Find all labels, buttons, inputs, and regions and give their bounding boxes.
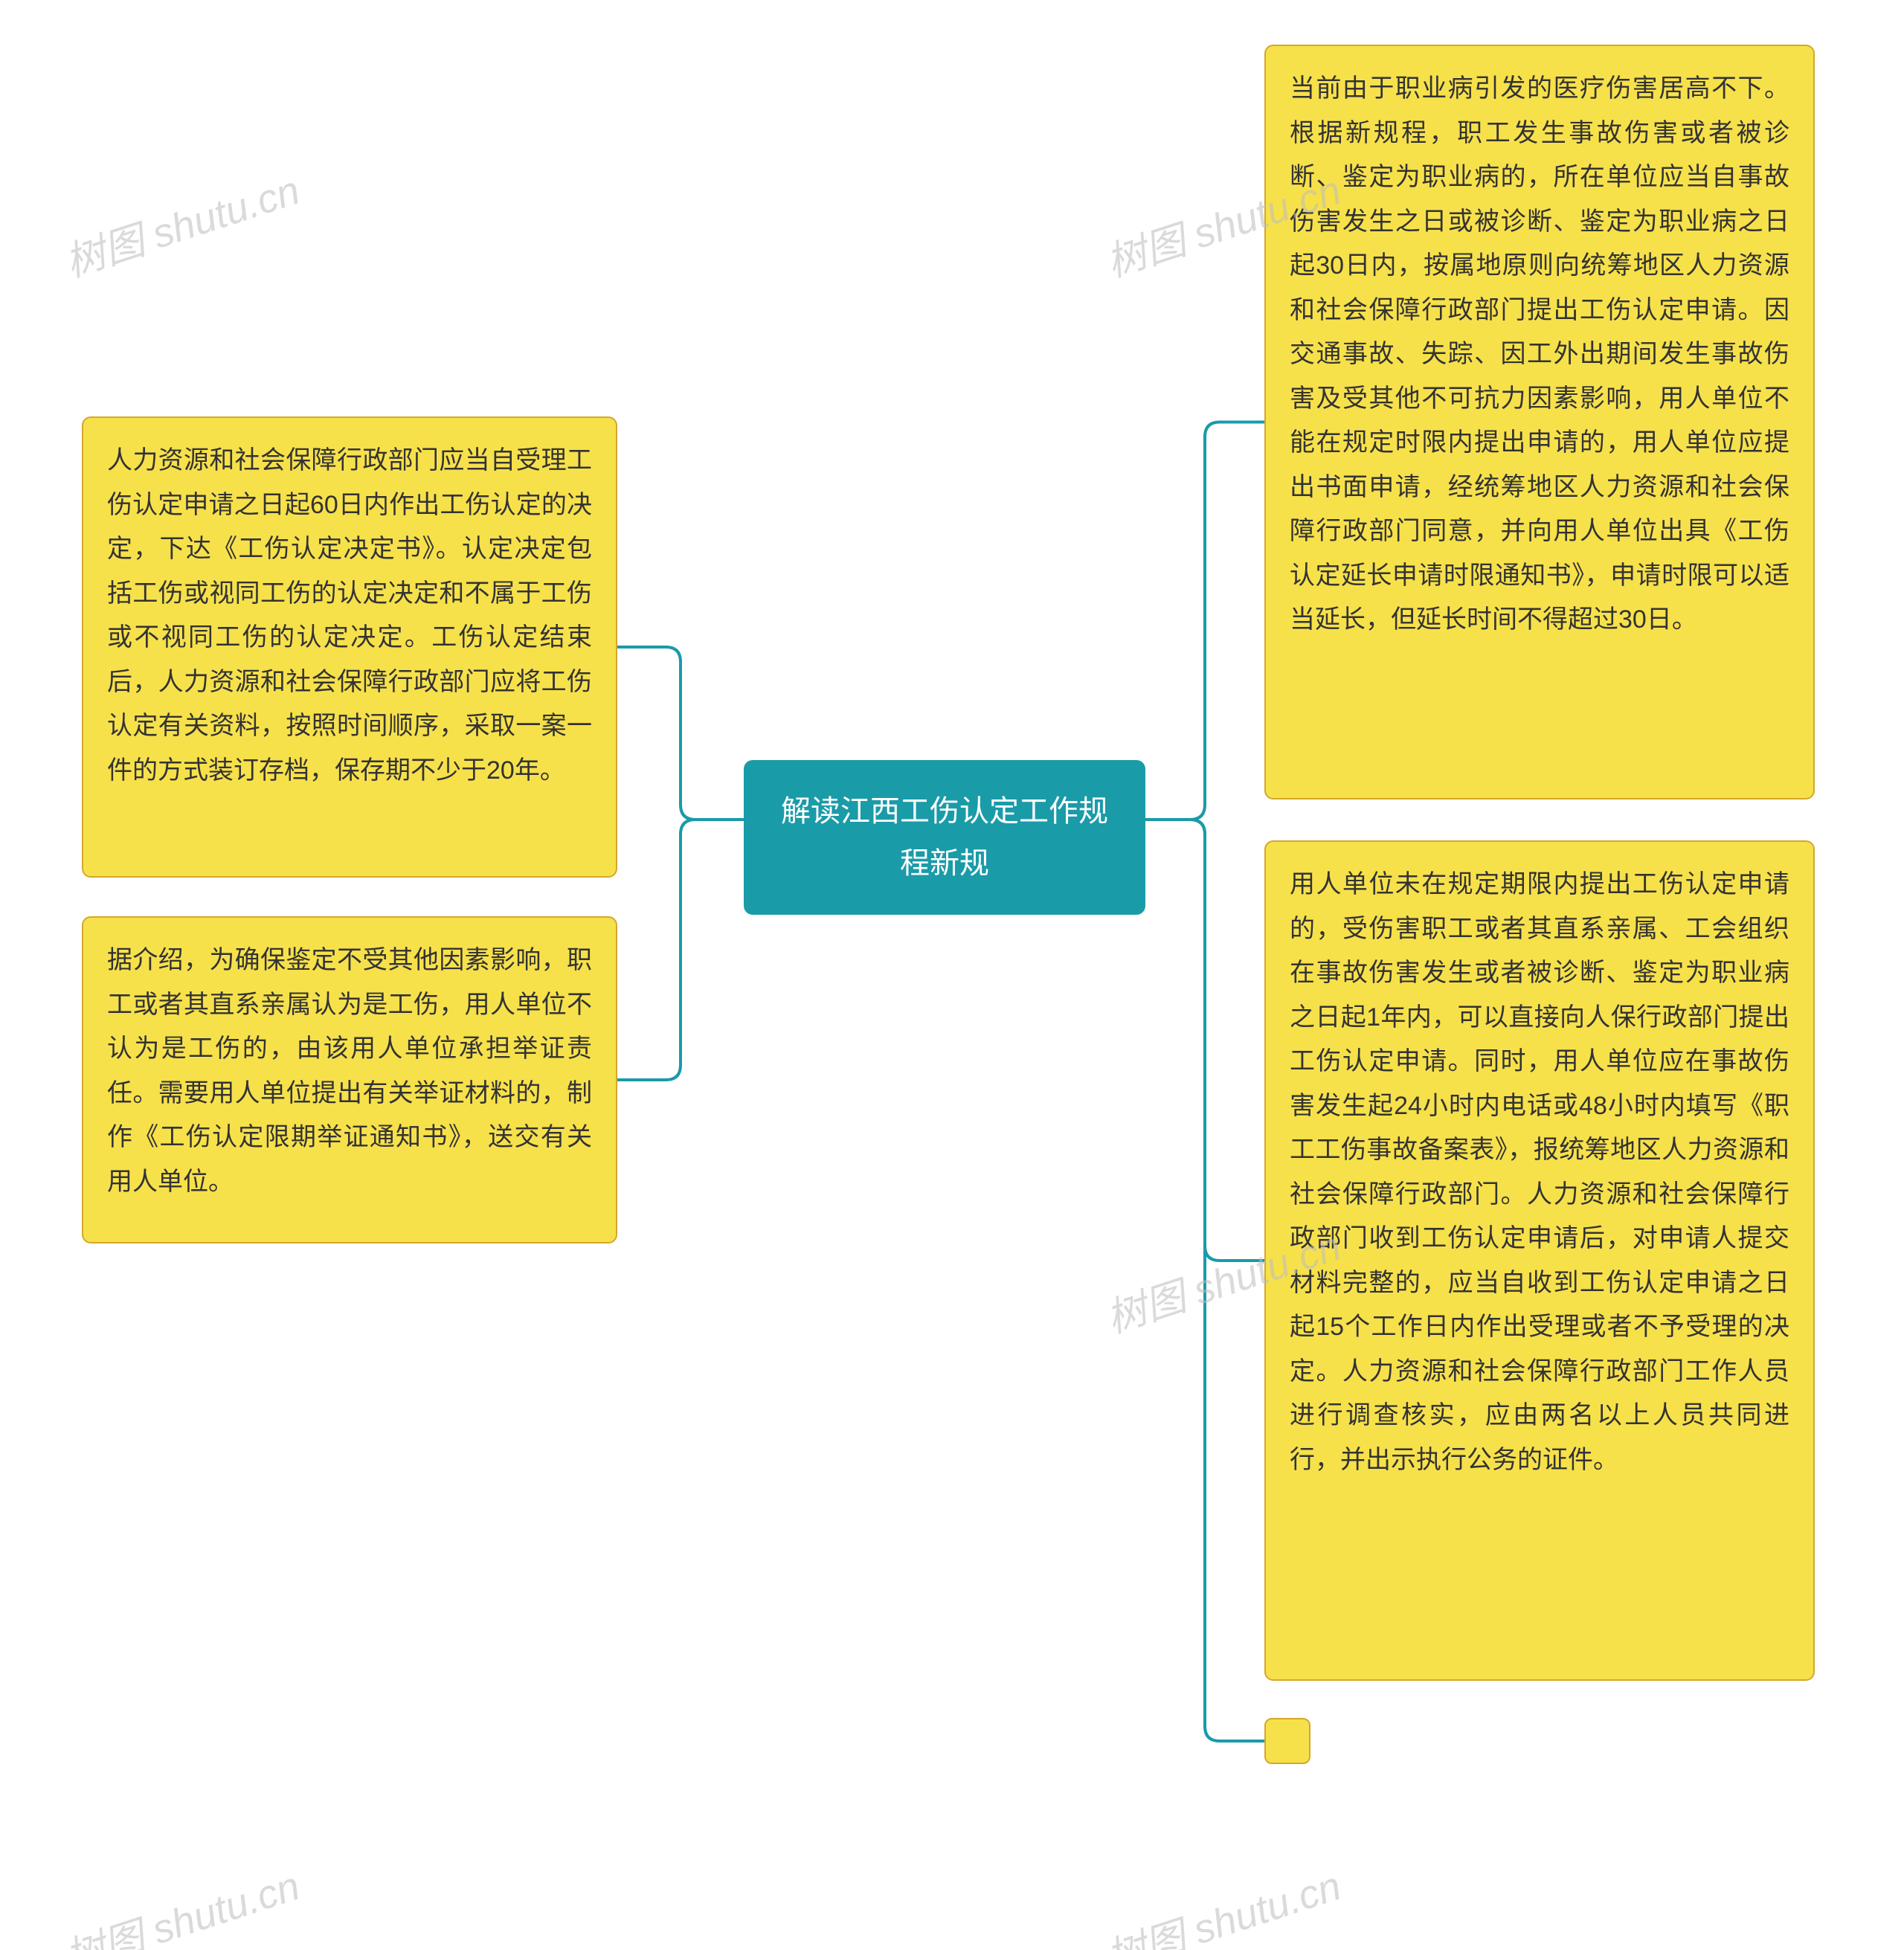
leaf-node-right-2[interactable]: 用人单位未在规定期限内提出工伤认定申请的，受伤害职工或者其直系亲属、工会组织在事… xyxy=(1264,840,1815,1681)
watermark: 树图 shutu.cn xyxy=(1098,1853,1348,1950)
leaf-text: 当前由于职业病引发的医疗伤害居高不下。根据新规程，职工发生事故伤害或者被诊断、鉴… xyxy=(1290,74,1789,634)
leaf-node-right-1[interactable]: 当前由于职业病引发的医疗伤害居高不下。根据新规程，职工发生事故伤害或者被诊断、鉴… xyxy=(1264,45,1815,799)
watermark: 树图 shutu.cn xyxy=(57,1853,306,1950)
leaf-node-right-3-empty[interactable] xyxy=(1264,1718,1310,1764)
watermark: 树图 shutu.cn xyxy=(57,157,306,288)
leaf-text: 人力资源和社会保障行政部门应当自受理工伤认定申请之日起60日内作出工伤认定的决定… xyxy=(107,446,592,785)
center-node[interactable]: 解读江西工伤认定工作规程新规 xyxy=(744,760,1145,915)
leaf-node-left-1[interactable]: 人力资源和社会保障行政部门应当自受理工伤认定申请之日起60日内作出工伤认定的决定… xyxy=(82,416,617,878)
leaf-text: 用人单位未在规定期限内提出工伤认定申请的，受伤害职工或者其直系亲属、工会组织在事… xyxy=(1290,870,1789,1474)
leaf-node-left-2[interactable]: 据介绍，为确保鉴定不受其他因素影响，职工或者其直系亲属认为是工伤，用人单位不认为… xyxy=(82,916,617,1243)
center-node-label: 解读江西工伤认定工作规程新规 xyxy=(781,795,1108,880)
leaf-text: 据介绍，为确保鉴定不受其他因素影响，职工或者其直系亲属认为是工伤，用人单位不认为… xyxy=(107,946,592,1196)
